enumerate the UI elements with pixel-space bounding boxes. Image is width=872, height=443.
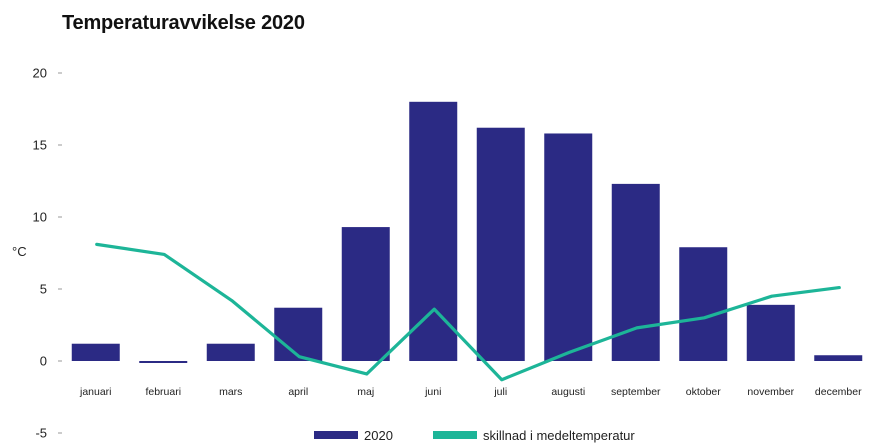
category-label: juli bbox=[493, 386, 507, 398]
line-point bbox=[770, 295, 773, 298]
bar bbox=[341, 227, 390, 361]
y-tick-label: 20 bbox=[33, 66, 47, 81]
line-point bbox=[298, 355, 301, 358]
bar bbox=[409, 101, 458, 362]
y-axis: 20 15 10 5 0 -5 bbox=[33, 66, 62, 441]
legend-label-2020: 2020 bbox=[364, 428, 393, 443]
y-tick-label: 0 bbox=[40, 354, 47, 369]
category-label: november bbox=[747, 386, 794, 398]
category-labels: januari februari mars april maj juni juli augus… bbox=[79, 386, 862, 398]
line-point bbox=[95, 243, 98, 246]
legend: 2020 skillnad i medeltemperatur bbox=[314, 428, 635, 443]
category-label: mars bbox=[219, 386, 242, 398]
bar bbox=[476, 127, 525, 361]
bar bbox=[274, 307, 323, 361]
line-point bbox=[500, 378, 503, 381]
category-label: oktober bbox=[686, 386, 722, 398]
legend-swatch-line bbox=[433, 431, 477, 439]
y-tick-label: 10 bbox=[33, 210, 47, 225]
line-point bbox=[568, 351, 571, 354]
line-point bbox=[703, 317, 706, 319]
category-label: juni bbox=[424, 386, 441, 398]
bar bbox=[139, 361, 188, 363]
line-point bbox=[433, 308, 436, 310]
line-point bbox=[163, 253, 166, 256]
category-label: januari bbox=[79, 386, 112, 398]
line-point bbox=[230, 299, 233, 302]
bar bbox=[679, 247, 728, 361]
chart-title: Temperaturavvikelse 2020 bbox=[62, 12, 305, 34]
category-label: april bbox=[288, 386, 308, 398]
bar bbox=[611, 183, 660, 361]
line-point bbox=[838, 286, 841, 289]
category-label: maj bbox=[357, 386, 374, 398]
category-label: december bbox=[815, 386, 862, 398]
y-tick-label: 15 bbox=[33, 138, 47, 153]
y-axis-label: °C bbox=[12, 244, 27, 259]
category-label: september bbox=[611, 386, 661, 398]
legend-swatch-2020 bbox=[314, 431, 358, 439]
bar bbox=[746, 304, 795, 361]
bar bbox=[71, 343, 120, 361]
line-point bbox=[635, 327, 638, 329]
line-point bbox=[365, 373, 368, 375]
category-label: augusti bbox=[551, 386, 585, 398]
line-path bbox=[95, 242, 841, 382]
category-label: februari bbox=[145, 386, 181, 398]
legend-label-line: skillnad i medeltemperatur bbox=[483, 428, 635, 443]
y-tick-label: 5 bbox=[40, 282, 47, 297]
bar bbox=[814, 355, 863, 361]
bar-series bbox=[71, 101, 863, 363]
bar bbox=[544, 133, 593, 361]
line-series bbox=[95, 242, 841, 382]
y-tick-label: -5 bbox=[35, 426, 47, 441]
bar bbox=[206, 343, 255, 361]
